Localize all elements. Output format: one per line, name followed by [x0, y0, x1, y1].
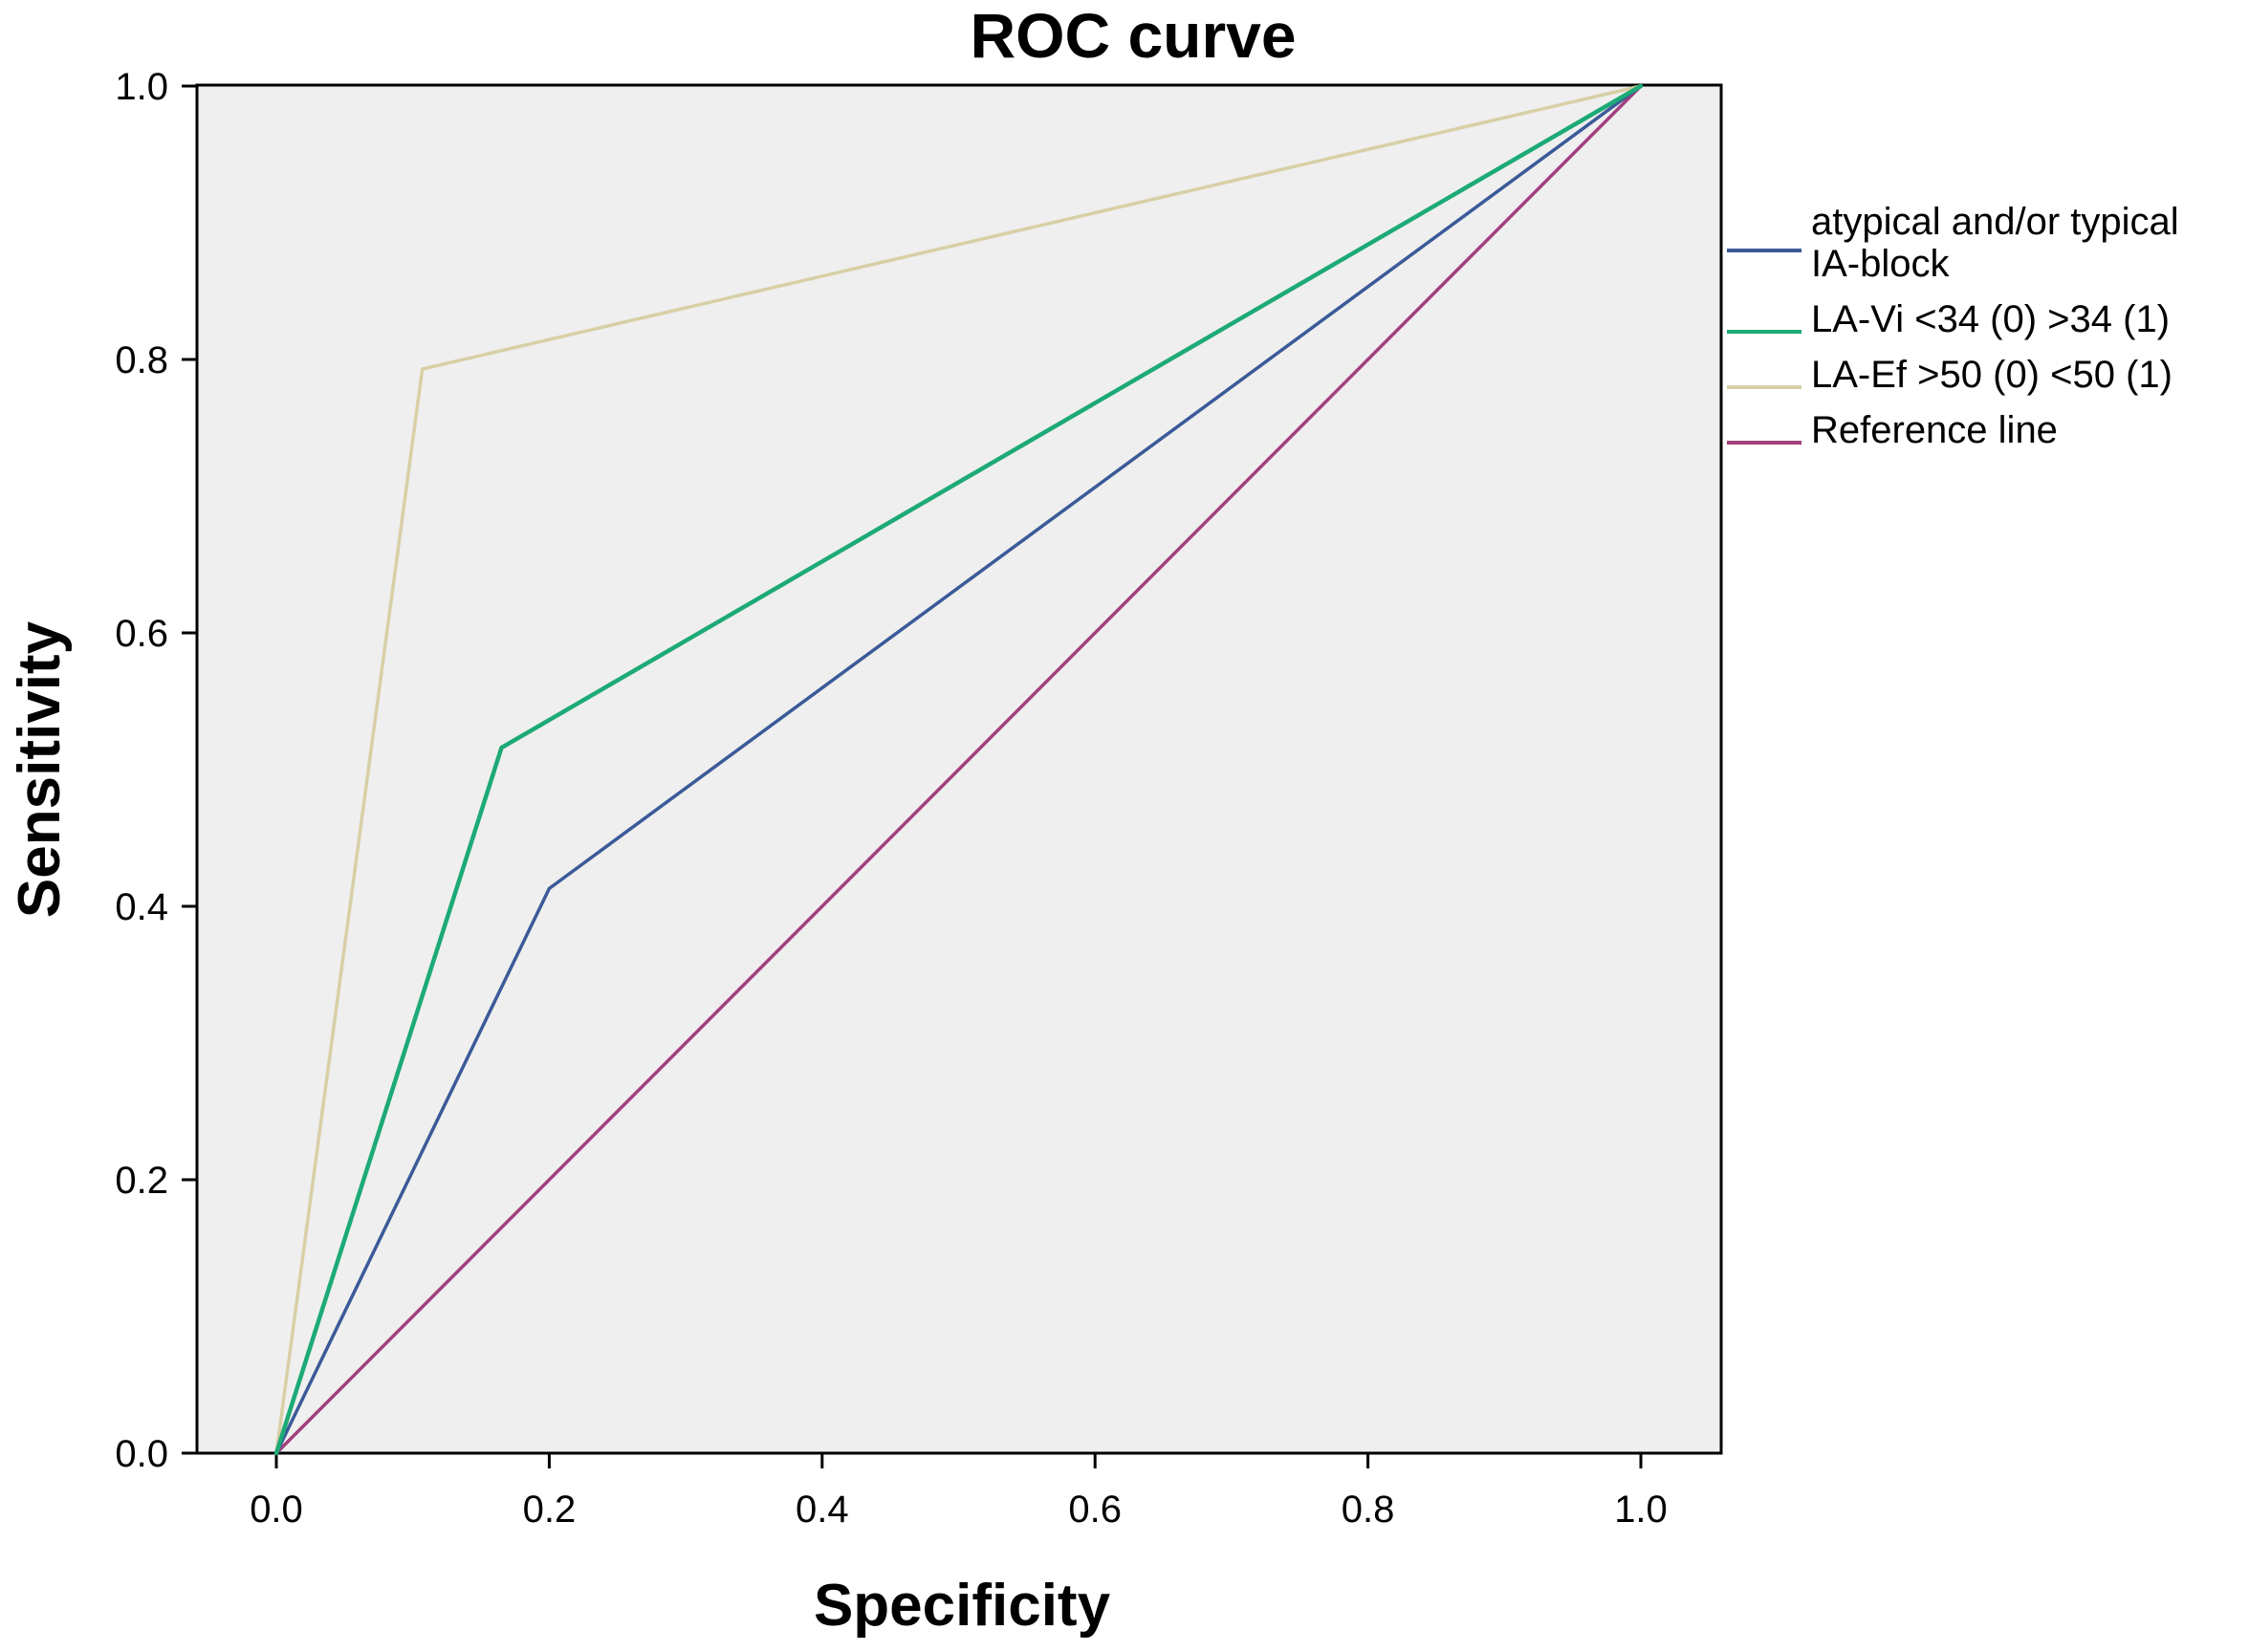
y-tick-label: 0.6: [115, 613, 168, 655]
y-tick-label: 1.0: [115, 66, 168, 108]
series-line-reference-line: [274, 84, 1643, 1455]
x-tick-label: 1.0: [1614, 1489, 1668, 1531]
legend-entry-la-ef-50-0-50-1: LA-Ef >50 (0) <50 (1): [1727, 354, 2173, 396]
x-tick-label: 0.2: [523, 1489, 577, 1531]
y-axis-ticks: 0.0 0.2 0.4 0.6 0.8 1.0: [115, 66, 197, 1475]
x-tick-label: 0.6: [1068, 1489, 1122, 1531]
legend-label: Reference line: [1811, 409, 2058, 451]
legend-entry-la-vi-34-0-34-1: LA-Vi <34 (0) >34 (1): [1727, 298, 2170, 340]
y-tick-label: 0.2: [115, 1160, 168, 1202]
series-line-la-ef-50-0-50-1: [274, 84, 1643, 1455]
legend-label: atypical and/or typical: [1811, 201, 2179, 243]
series-lines: [273, 83, 1644, 1456]
x-tick-label: 0.0: [250, 1489, 303, 1531]
legend-label: IA-block: [1811, 243, 1950, 285]
x-axis-ticks: 0.0 0.2 0.4 0.6 0.8 1.0: [250, 1453, 1668, 1531]
y-tick-label: 0.4: [115, 886, 168, 928]
y-tick-label: 0.0: [115, 1433, 168, 1475]
x-tick-label: 0.8: [1342, 1489, 1395, 1531]
chart-title: ROC curve: [970, 0, 1296, 71]
legend-entry-reference-line: Reference line: [1727, 409, 2058, 451]
series-line-atypical-and-or-typical-ia-block: [274, 84, 1643, 1455]
y-axis-title: Sensitivity: [7, 620, 73, 918]
x-axis-title: Specificity: [814, 1573, 1111, 1639]
series-line-la-vi-34-0-34-1: [273, 83, 1644, 1456]
x-tick-label: 0.4: [796, 1489, 849, 1531]
y-tick-label: 0.8: [115, 339, 168, 381]
legend-label: LA-Ef >50 (0) <50 (1): [1811, 354, 2173, 396]
legend-label: LA-Vi <34 (0) >34 (1): [1811, 298, 2170, 340]
